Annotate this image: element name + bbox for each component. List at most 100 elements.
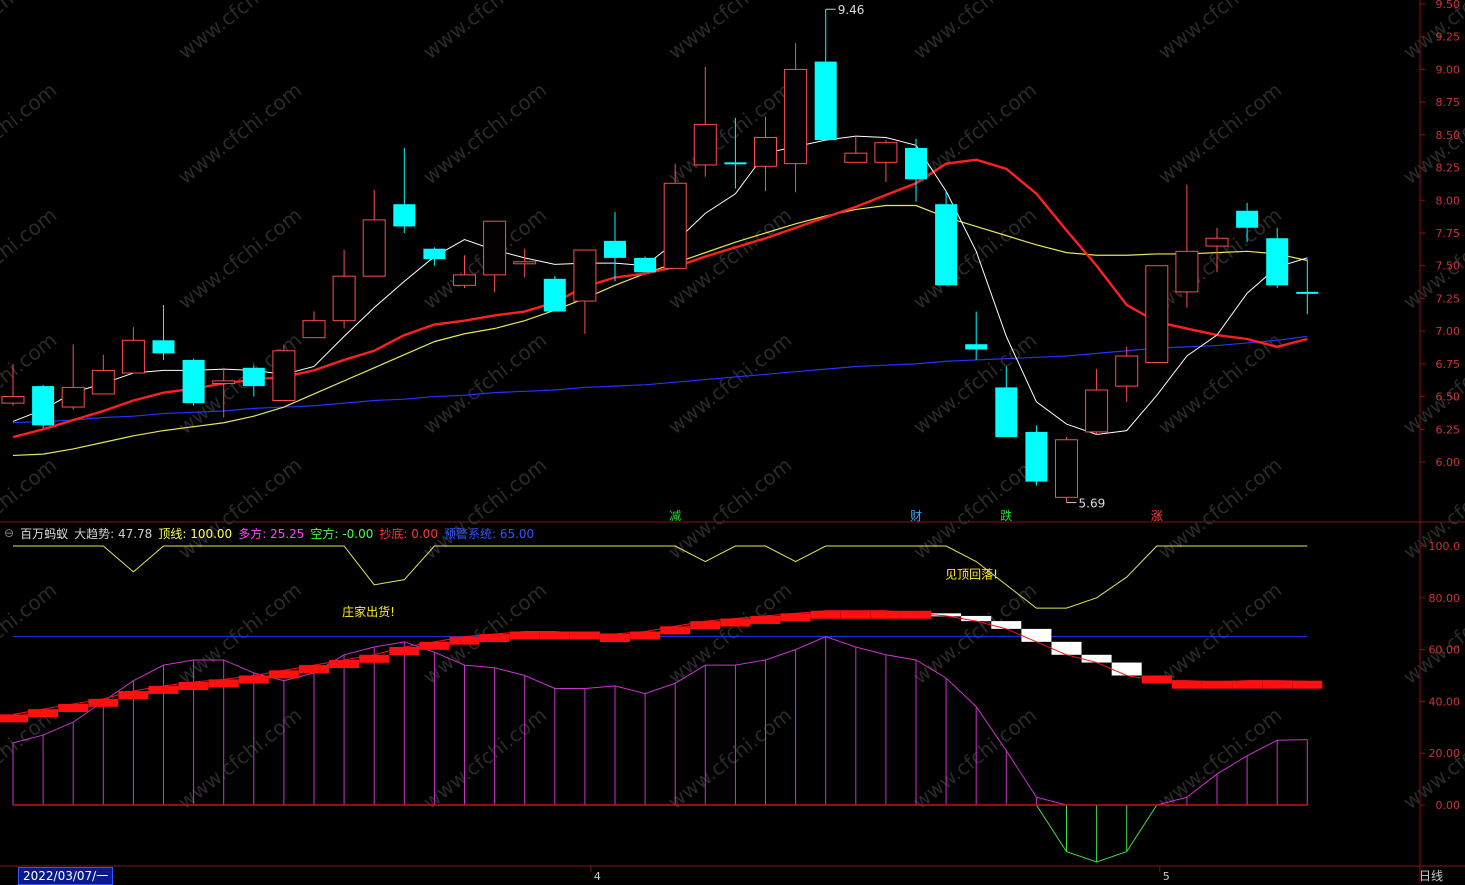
price-tick-label: 7.50: [1436, 260, 1461, 273]
month-label: 5: [1163, 870, 1170, 883]
trend-block: [1141, 675, 1172, 684]
candle-body-up: [212, 380, 236, 384]
high-label: 9.46: [838, 3, 865, 17]
watermark-text: www.cfchi.com: [1153, 578, 1286, 689]
candle: [1055, 437, 1078, 503]
signal-label: 涨: [1151, 508, 1163, 523]
indicator-bull-label: 多方: 25.25: [238, 526, 305, 541]
watermark-text: www.cfchi.com: [0, 453, 61, 564]
candle-body-down: [1266, 238, 1289, 286]
candle: [152, 304, 175, 360]
watermark-text: www.cfchi.com: [908, 78, 1041, 189]
candle: [1296, 259, 1319, 315]
candle: [1, 363, 25, 406]
price-tick-label: 6.00: [1436, 456, 1461, 469]
trend-block: [991, 621, 1022, 629]
price-tick-label: 8.75: [1436, 96, 1461, 109]
indicator-collapse-icon[interactable]: ⊖: [4, 526, 15, 540]
trend-block: [0, 714, 28, 723]
candle-body-down: [965, 344, 988, 350]
candle-body-down: [935, 204, 958, 286]
watermark-text: www.cfchi.com: [1153, 703, 1286, 814]
candle: [1205, 227, 1229, 273]
candle-body-down: [634, 257, 657, 273]
candle: [784, 43, 808, 193]
trend-block: [329, 659, 360, 668]
trend-block: [931, 613, 962, 617]
price-tick-label: 9.25: [1436, 31, 1461, 44]
candle: [272, 345, 296, 401]
watermark-text: www.cfchi.com: [418, 703, 551, 814]
price-tick-label: 6.25: [1436, 423, 1461, 436]
indicator-tick-label: 60.00: [1429, 644, 1461, 657]
trend-block: [870, 610, 901, 619]
callout-distribution: 庄家出货!: [342, 604, 395, 619]
candle: [1266, 227, 1289, 288]
trend-block: [479, 634, 510, 643]
candle-body-down: [182, 359, 205, 404]
candle-body-down: [543, 278, 566, 312]
indicator-bear-label: 空方: -0.00: [310, 526, 374, 541]
candle: [573, 249, 597, 334]
trend-block: [1171, 680, 1202, 689]
candle: [362, 189, 386, 277]
candle-body-up: [1055, 439, 1078, 498]
candle-body-up: [1205, 237, 1229, 247]
candle-body-up: [693, 123, 717, 166]
trend-block: [901, 610, 931, 619]
candle: [1145, 265, 1169, 364]
candle: [693, 66, 717, 177]
candle-body-up: [1145, 265, 1169, 364]
trend-block: [780, 613, 811, 622]
indicator-tick-label: 40.00: [1429, 695, 1461, 708]
candle-body-up: [844, 152, 868, 163]
candle: [995, 366, 1018, 438]
date-cursor-label: 2022/03/07/一: [18, 867, 114, 885]
watermark-text: www.cfchi.com: [908, 0, 1041, 64]
candle-body-down: [393, 204, 416, 227]
watermark-text: www.cfchi.com: [1153, 453, 1286, 564]
candle-body-down: [905, 147, 927, 180]
candle: [332, 250, 356, 329]
trend-block: [1021, 628, 1052, 642]
candle: [905, 138, 927, 202]
trend-block: [1232, 680, 1263, 689]
trend-block: [208, 679, 239, 688]
price-tick-label: 7.75: [1436, 227, 1461, 240]
signal-label: 跌: [1000, 508, 1012, 523]
watermark-text: www.cfchi.com: [418, 0, 551, 64]
trend-block: [720, 618, 751, 627]
trend-block: [148, 685, 179, 694]
price-tick-label: 7.00: [1436, 325, 1461, 338]
candle-body-up: [362, 219, 386, 277]
watermark-text: www.cfchi.com: [908, 703, 1041, 814]
candle: [543, 276, 566, 312]
candle-body-up: [573, 249, 597, 302]
candle-body-up: [874, 142, 898, 163]
candle-body-up: [453, 274, 476, 286]
signal-label: 财: [910, 509, 922, 523]
candle: [1175, 184, 1199, 308]
candle: [604, 212, 626, 282]
trend-block: [1292, 680, 1323, 689]
indicator-tick-label: 20.00: [1429, 747, 1461, 760]
trend-block: [28, 709, 59, 718]
candle-body-down: [1236, 210, 1259, 228]
trend-block: [1051, 641, 1082, 655]
watermark-text: www.cfchi.com: [0, 0, 61, 64]
trend-block: [569, 631, 600, 640]
candle: [1236, 202, 1259, 243]
candle-body-up: [332, 275, 356, 322]
watermark-text: www.cfchi.com: [418, 328, 551, 439]
price-tick-label: 9.00: [1436, 63, 1461, 76]
trend-block: [600, 634, 630, 643]
period-label[interactable]: 日线: [1418, 869, 1443, 883]
watermark-text: www.cfchi.com: [663, 78, 796, 189]
candle: [663, 163, 687, 269]
candle-body-down: [724, 162, 747, 165]
candle: [393, 147, 416, 233]
trend-block: [389, 647, 420, 656]
watermark-text: www.cfchi.com: [1153, 0, 1286, 64]
watermark-text: www.cfchi.com: [908, 453, 1041, 564]
